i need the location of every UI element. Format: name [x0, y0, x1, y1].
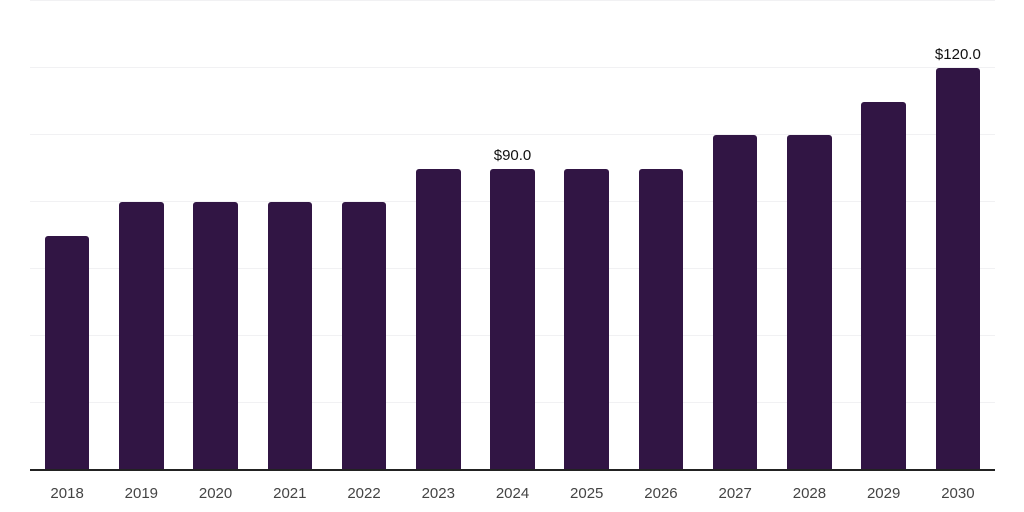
- x-tick-2020: 2020: [198, 485, 233, 502]
- bar-2018: [44, 235, 90, 470]
- x-tick-2019: 2019: [124, 485, 159, 502]
- bar-2021: [267, 202, 313, 470]
- bar-2028: [787, 135, 832, 470]
- x-tick-2030: 2030: [941, 485, 975, 502]
- x-tick-2022: 2022: [347, 485, 381, 502]
- bar-2020: [193, 202, 238, 470]
- bar-value-label-2030: $120.0: [934, 46, 981, 63]
- bar-2025: [564, 168, 609, 470]
- x-tick-2024: 2024: [495, 485, 530, 502]
- bar-2027: [712, 135, 758, 470]
- x-tick-2026: 2026: [644, 485, 678, 502]
- bar-value-label-2024: $90.0: [493, 146, 532, 164]
- bar-2024: [490, 168, 535, 470]
- bar-2019: [119, 202, 164, 470]
- x-tick-2027: 2027: [718, 485, 752, 502]
- bar-2029: [861, 101, 906, 470]
- bar-2030: [935, 68, 981, 470]
- gridline-100: [30, 134, 995, 135]
- gridline-120: [30, 67, 995, 68]
- x-tick-2023: 2023: [421, 485, 455, 502]
- x-tick-2028: 2028: [792, 485, 827, 502]
- x-axis-line: [30, 469, 995, 471]
- bar-2023: [416, 168, 461, 470]
- chart-plot-area: $90.0 $120.0: [30, 0, 995, 471]
- bar-2022: [341, 202, 387, 470]
- x-tick-2021: 2021: [273, 485, 307, 502]
- x-tick-2029: 2029: [866, 485, 901, 502]
- bar-2026: [638, 168, 684, 470]
- x-tick-2025: 2025: [570, 485, 604, 502]
- x-tick-2018: 2018: [50, 485, 84, 502]
- gridline-140: [30, 0, 995, 1]
